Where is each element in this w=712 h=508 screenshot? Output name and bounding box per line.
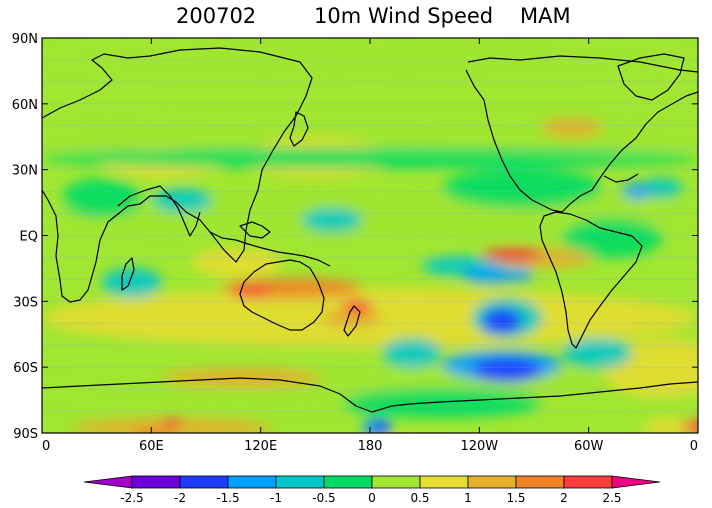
colorbar-swatch	[563, 475, 613, 489]
colorbar-label: -1	[270, 491, 282, 505]
colorbar-swatch	[323, 475, 373, 489]
colorbar-label: 0.5	[410, 491, 429, 505]
colorbar: -2.5 -2 -1.5 -1 -0.5 0 0.5 1 1.5 2 2.5	[83, 475, 661, 505]
longitude-axis: 0 60E 120E 180 120W 60W 0	[41, 38, 699, 454]
colorbar-label: -2.5	[120, 491, 143, 505]
colorbar-swatch	[227, 475, 277, 489]
colorbar-swatch	[131, 475, 181, 489]
lon-tick-label: 60E	[139, 439, 164, 454]
lon-tick-label: 0	[42, 439, 50, 454]
title-season: MAM	[520, 4, 571, 28]
lat-tick-label: 60N	[12, 98, 38, 113]
colorbar-arrow-low	[83, 475, 133, 489]
lat-tick-label: 30N	[12, 164, 38, 179]
colorbar-swatch	[515, 475, 565, 489]
colorbar-label: 1	[464, 491, 472, 505]
colorbar-label: 0	[368, 491, 376, 505]
anomaly-field	[42, 38, 698, 433]
colorbar-label: 2.5	[602, 491, 621, 505]
lat-tick-label: 90N	[12, 32, 38, 47]
colorbar-label: 2	[560, 491, 568, 505]
lat-tick-label: 90S	[13, 427, 38, 442]
coastlines	[42, 47, 698, 413]
colorbar-arrow-high	[611, 475, 661, 489]
map-title: 200702 10m Wind Speed MAM	[0, 4, 712, 32]
colorbar-label: -2	[174, 491, 186, 505]
lon-tick-label: 120E	[244, 439, 277, 454]
latitude-axis: 90N 60N 30N EQ 30S 60S 90S	[12, 32, 698, 442]
title-variable: 10m Wind Speed	[314, 4, 494, 28]
lon-tick-label: 60W	[574, 439, 604, 454]
colorbar-swatch	[467, 475, 517, 489]
lat-tick-label: 60S	[13, 361, 38, 376]
colorbar-label: -0.5	[312, 491, 335, 505]
colorbar-swatch	[179, 475, 229, 489]
lat-tick-label: EQ	[20, 230, 38, 245]
colorbar-swatch	[419, 475, 469, 489]
title-date: 200702	[176, 4, 257, 28]
colorbar-swatch	[371, 475, 421, 489]
colorbar-swatch	[275, 475, 325, 489]
colorbar-label: 1.5	[506, 491, 525, 505]
lat-tick-label: 30S	[13, 295, 38, 310]
lon-tick-label: 180	[358, 439, 383, 454]
lon-tick-label: 120W	[460, 439, 498, 454]
lon-tick-label: 0	[690, 439, 698, 454]
colorbar-label: -1.5	[216, 491, 239, 505]
